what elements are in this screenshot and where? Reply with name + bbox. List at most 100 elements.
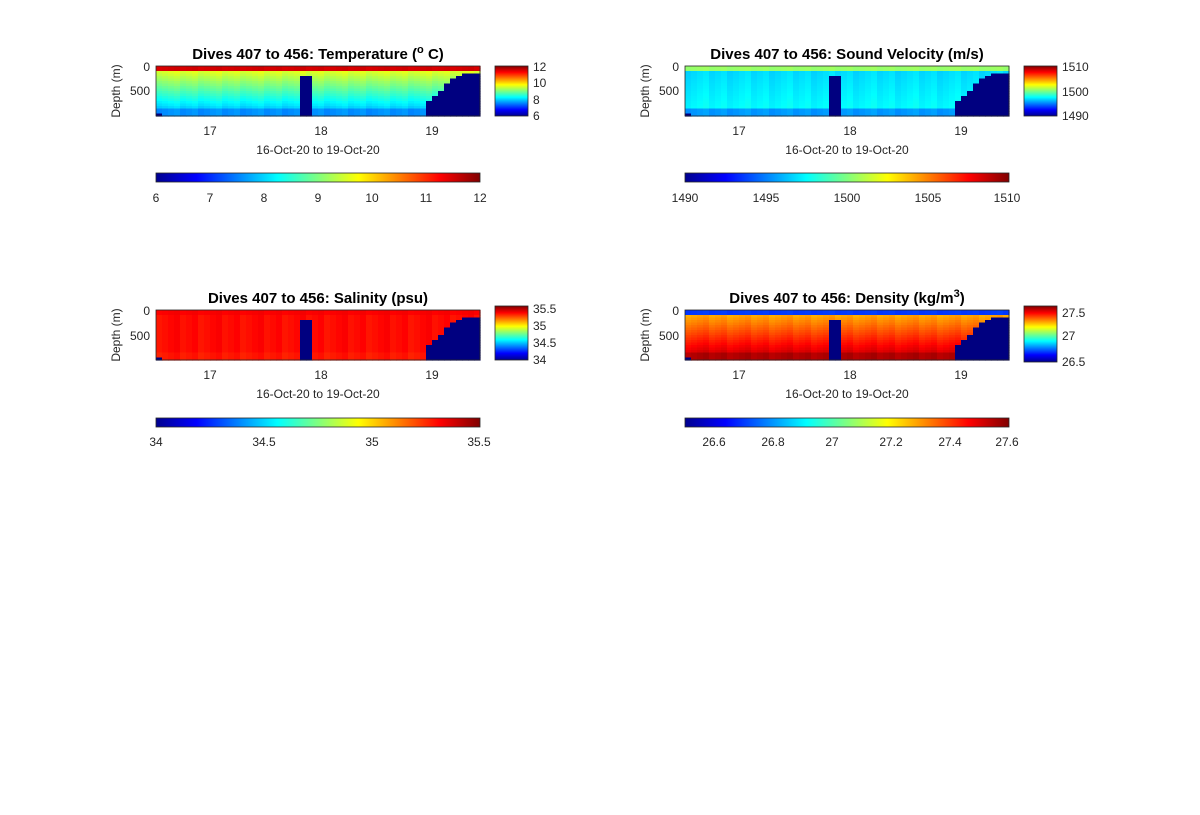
heatmap-cell [943,83,950,87]
heatmap-cell [841,68,848,72]
heatmap-cell [264,345,271,349]
heatmap-cell [829,71,836,75]
heatmap-cell [186,93,193,97]
heatmap-cell [859,71,866,75]
heatmap-cell [685,327,692,331]
heatmap-cell [168,108,175,112]
heatmap-cell [709,103,716,107]
heatmap-cell [228,342,235,346]
heatmap-cell [985,317,992,321]
heatmap-cell [919,317,926,321]
heatmap-cell [787,68,794,72]
heatmap-cell [793,78,800,82]
heatmap-cell [264,337,271,341]
heatmap-cell [264,71,271,75]
heatmap-cell [973,108,980,112]
heatmap-cell [258,322,265,326]
heatmap-cell [877,71,884,75]
heatmap-cell [979,320,986,324]
heatmap-cell [769,98,776,102]
heatmap-cell [769,81,776,85]
heatmap-cell [865,337,872,341]
heatmap-cell [865,101,872,105]
heatmap-cell [943,325,950,329]
heatmap-cell [168,327,175,331]
heatmap-cell [727,312,734,316]
heatmap-cell [727,332,734,336]
heatmap-cell [811,106,818,110]
heatmap-cell [282,103,289,107]
heatmap-cell [174,317,181,321]
heatmap-cell [474,315,481,319]
heatmap-cell [901,68,908,72]
heatmap-cell [342,320,349,324]
heatmap-cell [811,325,818,329]
heatmap-cell [324,322,331,326]
heatmap-cell [240,71,247,75]
heatmap-cell [234,83,241,87]
heatmap-cell [715,330,722,334]
heatmap-cell [210,86,217,90]
heatmap-cell [973,345,980,349]
heatmap-cell [751,83,758,87]
heatmap-cell [216,345,223,349]
heatmap-cell [961,327,968,331]
heatmap-cell [967,352,974,356]
heatmap-cell [216,322,223,326]
heatmap-cell [270,317,277,321]
heatmap-cell [240,98,247,102]
heatmap-cell [895,106,902,110]
heatmap-cell [348,310,355,314]
heatmap-cell [288,317,295,321]
heatmap-cell [468,335,475,339]
heatmap-cell [967,340,974,344]
heatmap-cell [991,66,998,70]
heatmap-cell [883,325,890,329]
heatmap-cell [799,96,806,100]
heatmap-cell [180,337,187,341]
heatmap-cell [360,111,367,115]
heatmap-cell [378,330,385,334]
heatmap-cell [883,315,890,319]
heatmap-cell [318,93,325,97]
heatmap-cell [210,106,217,110]
heatmap-cell [180,71,187,75]
heatmap-cell [973,68,980,72]
heatmap-cell [294,106,301,110]
heatmap-cell [390,103,397,107]
y-tick-salinity-500: 500 [130,329,150,343]
heatmap-cell [354,357,361,361]
heatmap-cell [685,347,692,351]
heatmap-cell [1003,352,1010,356]
heatmap-cell [709,98,716,102]
heatmap-cell [883,342,890,346]
heatmap-cell [354,96,361,100]
heatmap-cell [685,81,692,85]
heatmap-cell [967,337,974,341]
heatmap-cell [474,350,481,354]
heatmap-cell [829,327,836,331]
heatmap-cell [859,335,866,339]
heatmap-cell [967,312,974,316]
heatmap-cell [715,320,722,324]
heatmap-cell [1003,322,1010,326]
heatmap-cell [847,81,854,85]
heatmap-cell [709,335,716,339]
heatmap-cell [829,312,836,316]
heatmap-cell [180,68,187,72]
heatmap-cell [276,106,283,110]
heatmap-cell [168,310,175,314]
heatmap-cell [426,317,433,321]
heatmap-cell [246,345,253,349]
heatmap-cell [775,357,782,361]
heatmap-cell [294,81,301,85]
heatmap-cell [967,91,974,95]
heatmap-cell [258,106,265,110]
heatmap-cell [721,101,728,105]
heatmap-cell [378,91,385,95]
heatmap-cell [853,81,860,85]
heatmap-cell [456,71,463,75]
heatmap-cell [943,88,950,92]
heatmap-cell [462,88,469,92]
heatmap-cell [991,320,998,324]
